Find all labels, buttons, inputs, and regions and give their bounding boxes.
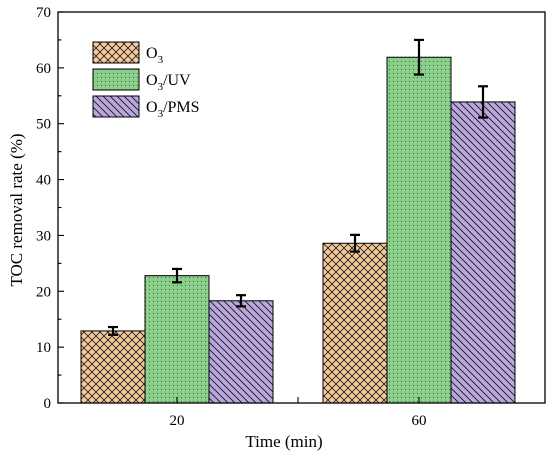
legend-entry: O3/UV bbox=[146, 72, 191, 93]
legend-swatch bbox=[92, 68, 140, 91]
bar-o3-60 bbox=[322, 242, 388, 404]
y-tick-label: 0 bbox=[44, 396, 52, 412]
y-tick-label: 10 bbox=[36, 340, 51, 356]
plot-area: 0 10 20 30 40 50 60 70 20 60 O3 O3/UV O3/PMS bbox=[36, 5, 546, 429]
y-tick-label: 30 bbox=[36, 228, 51, 244]
y-tick-label: 20 bbox=[36, 284, 51, 300]
bar-o3pms-20 bbox=[208, 300, 274, 404]
y-axis-label: TOC removal rate (%) bbox=[7, 133, 26, 286]
bar-o3pms-60 bbox=[450, 101, 516, 404]
y-tick-label: 60 bbox=[36, 61, 51, 77]
legend-swatch bbox=[92, 95, 140, 118]
y-tick-label: 70 bbox=[36, 5, 51, 21]
bar-o3uv-60 bbox=[386, 56, 452, 404]
y-tick-label: 50 bbox=[36, 117, 51, 133]
x-tick-label: 60 bbox=[412, 413, 427, 429]
x-tick-label: 20 bbox=[170, 413, 185, 429]
y-tick-label: 40 bbox=[36, 173, 51, 189]
bar-o3uv-20 bbox=[144, 275, 210, 404]
x-axis-label: Time (min) bbox=[245, 432, 322, 451]
legend-swatch bbox=[92, 41, 140, 64]
legend-entry: O3 bbox=[146, 45, 164, 66]
legend-entry: O3/PMS bbox=[146, 99, 200, 120]
bar-o3-20 bbox=[80, 330, 146, 404]
